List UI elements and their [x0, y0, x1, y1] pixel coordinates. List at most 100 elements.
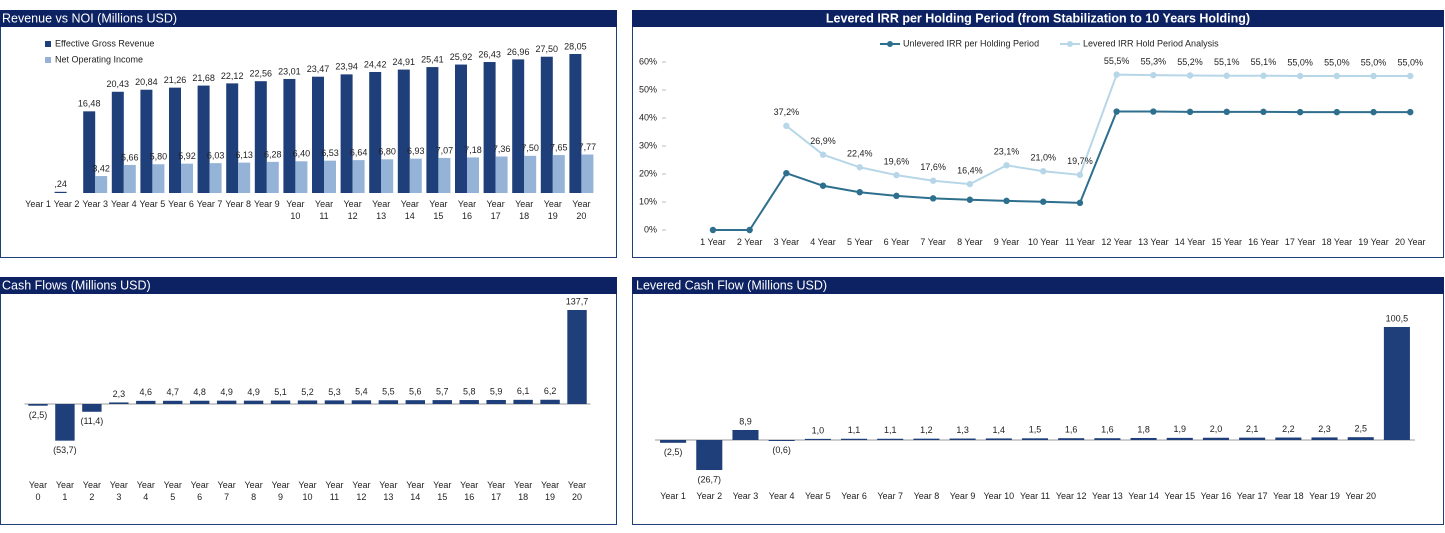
x-label-box: Year 9: [254, 199, 280, 209]
x-label-box: Year 20: [572, 199, 590, 221]
legend-marker: [887, 41, 893, 47]
value-label: (0,6): [772, 445, 791, 455]
bar: [181, 163, 193, 193]
point: [966, 180, 974, 188]
x-label-box: 4 Year: [810, 237, 836, 247]
value-label: 6,03: [207, 150, 225, 160]
point: [1407, 72, 1414, 80]
bar: [1058, 438, 1085, 440]
value-label: 55,5%: [1104, 56, 1130, 66]
x-label-box: Year 7: [196, 199, 223, 209]
x-tick-label: 2 Year: [736, 237, 763, 247]
bar: [581, 154, 594, 193]
bar: [768, 440, 795, 441]
value-label: 6,40: [293, 149, 311, 159]
x-label-box: 19 Year: [1358, 237, 1389, 247]
x-label-box: Year 8: [914, 491, 940, 501]
bar: [270, 400, 291, 404]
x-label-box: Year 0: [29, 480, 47, 502]
x-tick-label: Year 1: [25, 199, 51, 209]
x-tick-label: Year 19: [1309, 491, 1340, 501]
bar: [266, 161, 279, 193]
bar: [54, 191, 67, 193]
value-label: 4,9: [220, 387, 233, 397]
x-label-box: Year 15: [1164, 491, 1195, 501]
bar: [1202, 437, 1229, 440]
point: [1150, 108, 1157, 115]
x-tick-label: 3 Year: [773, 237, 800, 247]
x-label-box: Year 13: [379, 480, 397, 502]
bar: [163, 400, 183, 404]
x-label-box: Year 14: [1128, 491, 1159, 501]
bar: [1021, 438, 1049, 440]
x-tick-label: Year 16: [460, 480, 479, 502]
point: [929, 195, 937, 202]
value-label: 16,4%: [957, 165, 983, 175]
x-label-box: Year 14: [400, 199, 419, 221]
x-tick-label: Year 20: [567, 480, 587, 502]
bar: [483, 62, 496, 194]
value-label: 3,42: [92, 163, 110, 173]
value-label: (2,5): [664, 447, 683, 457]
bar: [438, 157, 451, 193]
x-tick-label: 16 Year: [1248, 237, 1279, 247]
x-tick-label: Year 14: [400, 199, 419, 221]
value-label: 8,9: [739, 416, 752, 426]
chart-title: Revenue vs NOI (Millions USD): [2, 11, 177, 25]
bar: [432, 400, 452, 404]
point: [1186, 72, 1194, 79]
value-label: 5,92: [178, 151, 196, 161]
value-label: 22,56: [250, 69, 273, 79]
x-label-box: Year 16: [460, 480, 479, 502]
bar: [254, 81, 267, 193]
point: [1003, 162, 1010, 169]
value-label: 2,0: [1210, 424, 1223, 434]
bar: [696, 440, 723, 471]
x-label-box: Year 3: [733, 491, 759, 501]
x-tick-label: 17 Year: [1284, 237, 1316, 247]
x-label-box: 3 Year: [773, 237, 800, 247]
point: [819, 151, 827, 158]
x-label-box: Year 18: [515, 199, 534, 221]
value-label: (2,5): [29, 410, 48, 420]
value-label: 5,2: [301, 387, 314, 397]
value-label: 1,2: [920, 425, 933, 435]
x-label-box: Year 16: [1201, 491, 1232, 501]
value-label: 21,0%: [1030, 153, 1056, 163]
point: [856, 164, 863, 171]
x-label-box: Year 19: [544, 199, 562, 221]
value-label: 1,4: [993, 425, 1006, 435]
x-tick-label: Year 2: [696, 491, 723, 501]
point: [1296, 108, 1304, 116]
value-label: 7,18: [464, 145, 482, 155]
value-label: 19,6%: [884, 156, 910, 166]
y-tick-label: 20%: [639, 168, 657, 178]
x-tick-label: Year 13: [372, 199, 391, 221]
value-label: 2,5: [1354, 424, 1367, 434]
value-label: 4,8: [193, 387, 206, 397]
x-tick-label: Year 18: [515, 199, 534, 221]
value-label: 5,1: [274, 387, 287, 397]
value-label: 100,5: [1386, 313, 1409, 323]
x-tick-label: 18 Year: [1321, 237, 1353, 247]
x-label-box: Year 4: [769, 491, 795, 501]
bar: [467, 157, 479, 193]
value-label: 55,0%: [1397, 57, 1423, 67]
x-tick-label: 11 Year: [1065, 237, 1095, 247]
x-label-box: Year 1: [25, 199, 51, 209]
x-tick-label: Year 15: [429, 199, 448, 221]
value-label: 6,13: [235, 150, 253, 160]
point: [893, 192, 900, 200]
x-tick-label: Year 7: [196, 199, 223, 209]
x-tick-label: Year 10: [298, 480, 317, 502]
x-label-box: 10 Year: [1028, 237, 1059, 247]
value-label: 7,65: [550, 142, 568, 152]
point: [746, 226, 753, 234]
x-tick-label: Year 15: [433, 480, 452, 502]
x-tick-label: Year 10: [983, 491, 1015, 501]
value-label: 1,1: [884, 425, 897, 435]
bar: [1347, 437, 1374, 440]
x-tick-label: Year 2: [53, 199, 80, 209]
bar: [397, 69, 410, 193]
panel: [632, 277, 1444, 525]
